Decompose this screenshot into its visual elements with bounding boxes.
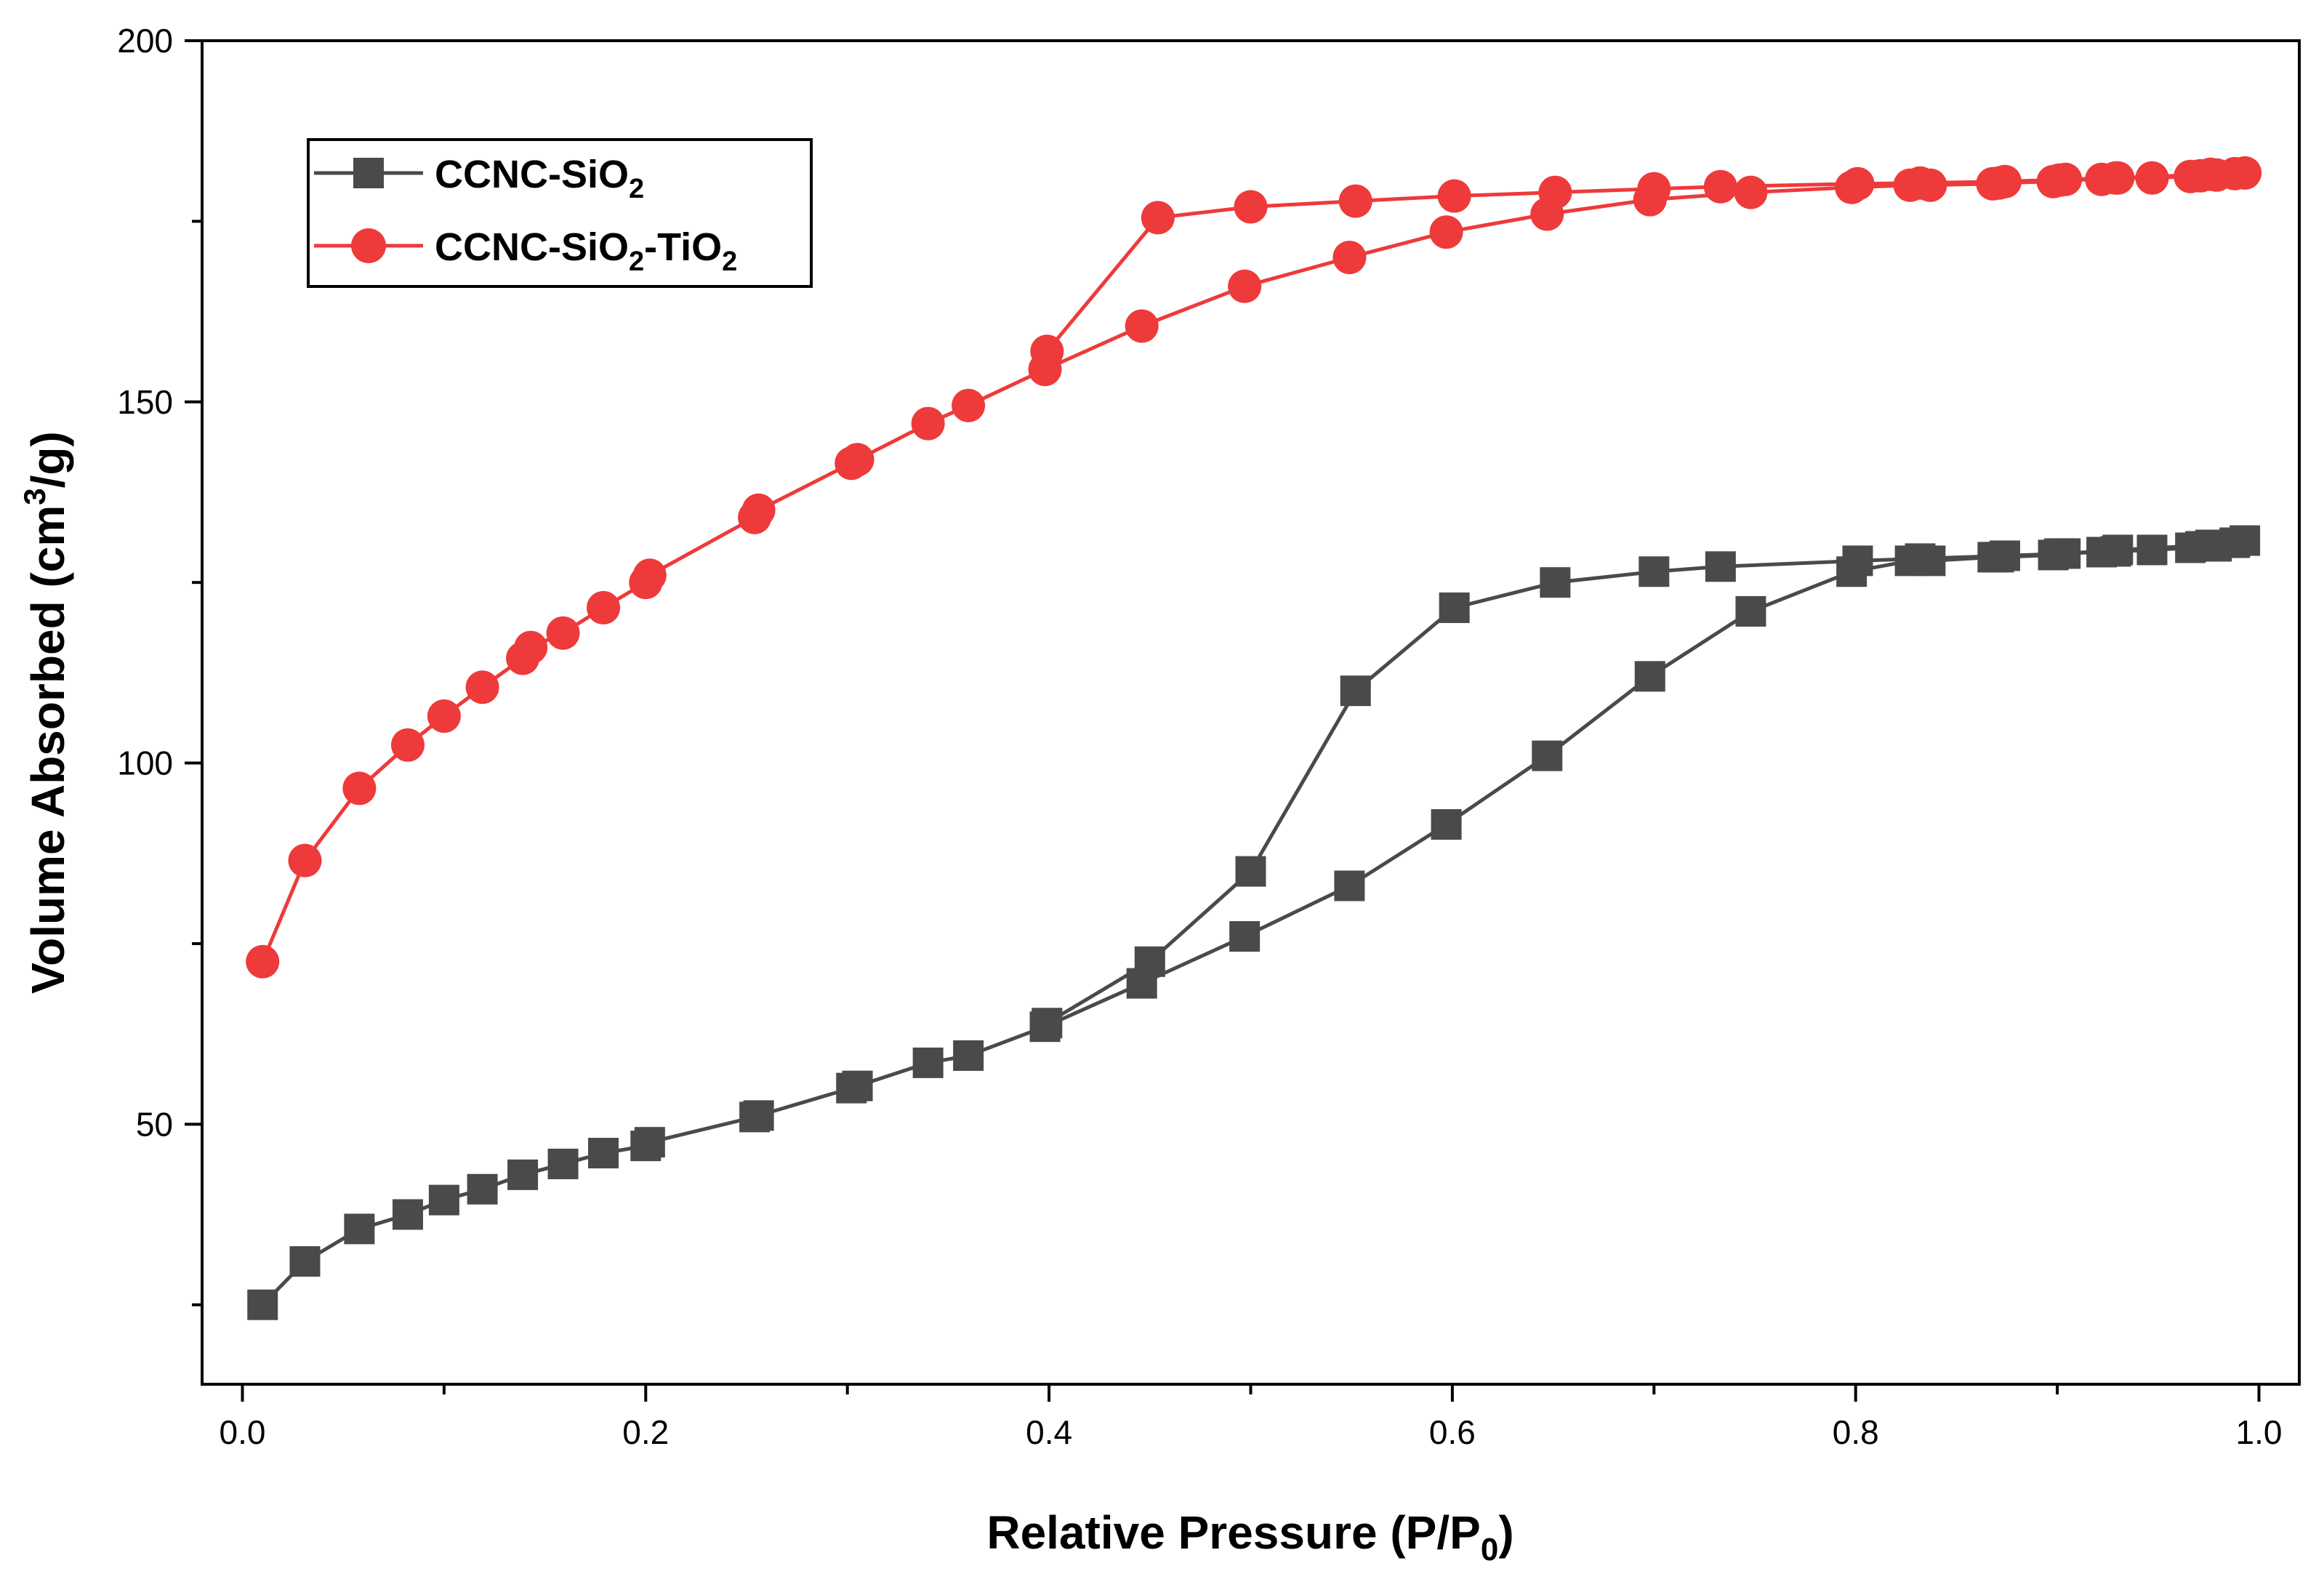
data-point-circle [342,771,377,806]
legend-label-ccnc-sio2: CCNC-SiO2 [435,153,644,204]
data-point-square [1639,556,1670,587]
data-point-square [1905,543,1936,574]
x-tick-label: 1.0 [2236,1413,2283,1451]
data-point-square [1334,870,1365,902]
data-point-circle [2048,162,2083,196]
data-point-circle [1429,215,1463,249]
legend-entry-ccnc-sio2-tio2: CCNC-SiO2-TiO2 [314,225,737,277]
data-point-square [344,1213,375,1245]
x-tick-label: 0.4 [1026,1413,1072,1451]
y-axis-ticks: 50 100 150 200 [117,22,202,1306]
data-point-square [2050,538,2081,569]
x-tick-label: 0.8 [1833,1413,1879,1451]
data-point-circle [1125,309,1159,343]
data-point-square [2229,525,2261,556]
data-point-circle [952,388,986,422]
data-point-circle [288,843,322,878]
data-point-square [1229,921,1260,952]
data-point-square [1340,675,1371,707]
data-point-square [634,1127,665,1158]
data-point-square [547,1148,579,1179]
data-point-circle [546,616,580,650]
data-point-square [842,1070,873,1101]
data-point-square [1532,740,1563,771]
data-point-circle [1332,241,1367,275]
data-point-square [1842,545,1873,577]
data-point-square [743,1100,774,1131]
legend-marker-circle [351,228,386,263]
data-point-square [1235,856,1266,887]
x-axis-title: Relative Pressure (P/P0) [986,1506,1513,1567]
y-tick-label: 50 [136,1105,173,1143]
data-point-circle [514,630,548,664]
data-point-square [1439,592,1470,623]
legend-box [307,138,813,288]
data-point-circle [741,493,776,527]
series-ccnc-sio2-tio2 [246,156,2262,979]
data-point-circle [632,558,667,593]
data-point-square [507,1159,539,1190]
data-point-square [2136,534,2168,566]
data-point-square [588,1138,619,1169]
data-point-square [467,1173,498,1205]
data-point-square [428,1184,459,1216]
series-ccnc-sio2 [247,525,2261,1320]
data-point-square [1735,595,1766,627]
data-point-circle [1903,166,1937,200]
data-point-square [2195,529,2226,561]
data-point-circle [2228,156,2262,190]
data-point-circle [1234,190,1268,224]
data-point-circle [1703,169,1737,204]
data-point-square [1431,809,1462,840]
y-axis-title: Volume Absorbed (cm3/g) [17,431,74,994]
data-point-square [1705,551,1736,582]
data-point-circle [1538,175,1572,209]
data-point-square [1634,661,1665,692]
data-point-circle [1030,334,1064,369]
y-tick-label: 200 [117,22,173,60]
data-point-square [247,1289,278,1320]
data-point-square [1540,567,1571,598]
data-point-square [1032,1008,1063,1039]
legend-entry-ccnc-sio2: CCNC-SiO2 [314,153,644,204]
data-point-square [392,1199,423,1230]
data-point-square [2102,534,2134,566]
data-point-circle [390,728,425,762]
x-axis-ticks: 0.0 0.2 0.4 0.6 0.8 1.0 [220,1384,2283,1451]
data-point-square [1989,540,2020,571]
data-point-square [1134,946,1165,977]
data-point-circle [840,443,874,477]
y-tick-label: 100 [117,744,173,782]
data-point-circle [911,406,945,441]
legend: CCNC-SiO2 CCNC-SiO2-TiO2 [307,138,813,288]
series-layer [246,156,2262,1320]
x-tick-label: 0.6 [1429,1413,1476,1451]
legend-marker-square [353,158,384,188]
y-tick-label: 150 [117,383,173,421]
x-tick-label: 0.0 [220,1413,266,1451]
data-point-circle [2193,157,2227,191]
data-point-square [953,1040,984,1071]
data-point-circle [1734,175,1768,209]
data-point-circle [2135,161,2169,195]
data-point-square [289,1246,321,1277]
data-point-circle [1437,179,1471,213]
data-point-circle [1987,164,2022,198]
data-point-circle [1141,201,1175,235]
legend-label-ccnc-sio2-tio2: CCNC-SiO2-TiO2 [435,225,737,277]
data-point-circle [587,590,621,625]
data-point-circle [1637,172,1671,206]
data-point-circle [246,944,280,979]
data-point-circle [1228,269,1262,303]
data-point-circle [427,699,461,733]
x-tick-label: 0.2 [622,1413,669,1451]
data-point-circle [1841,166,1875,201]
data-point-circle [465,670,499,704]
data-point-circle [2101,161,2135,195]
data-point-circle [1338,184,1372,218]
data-point-square [912,1047,944,1078]
